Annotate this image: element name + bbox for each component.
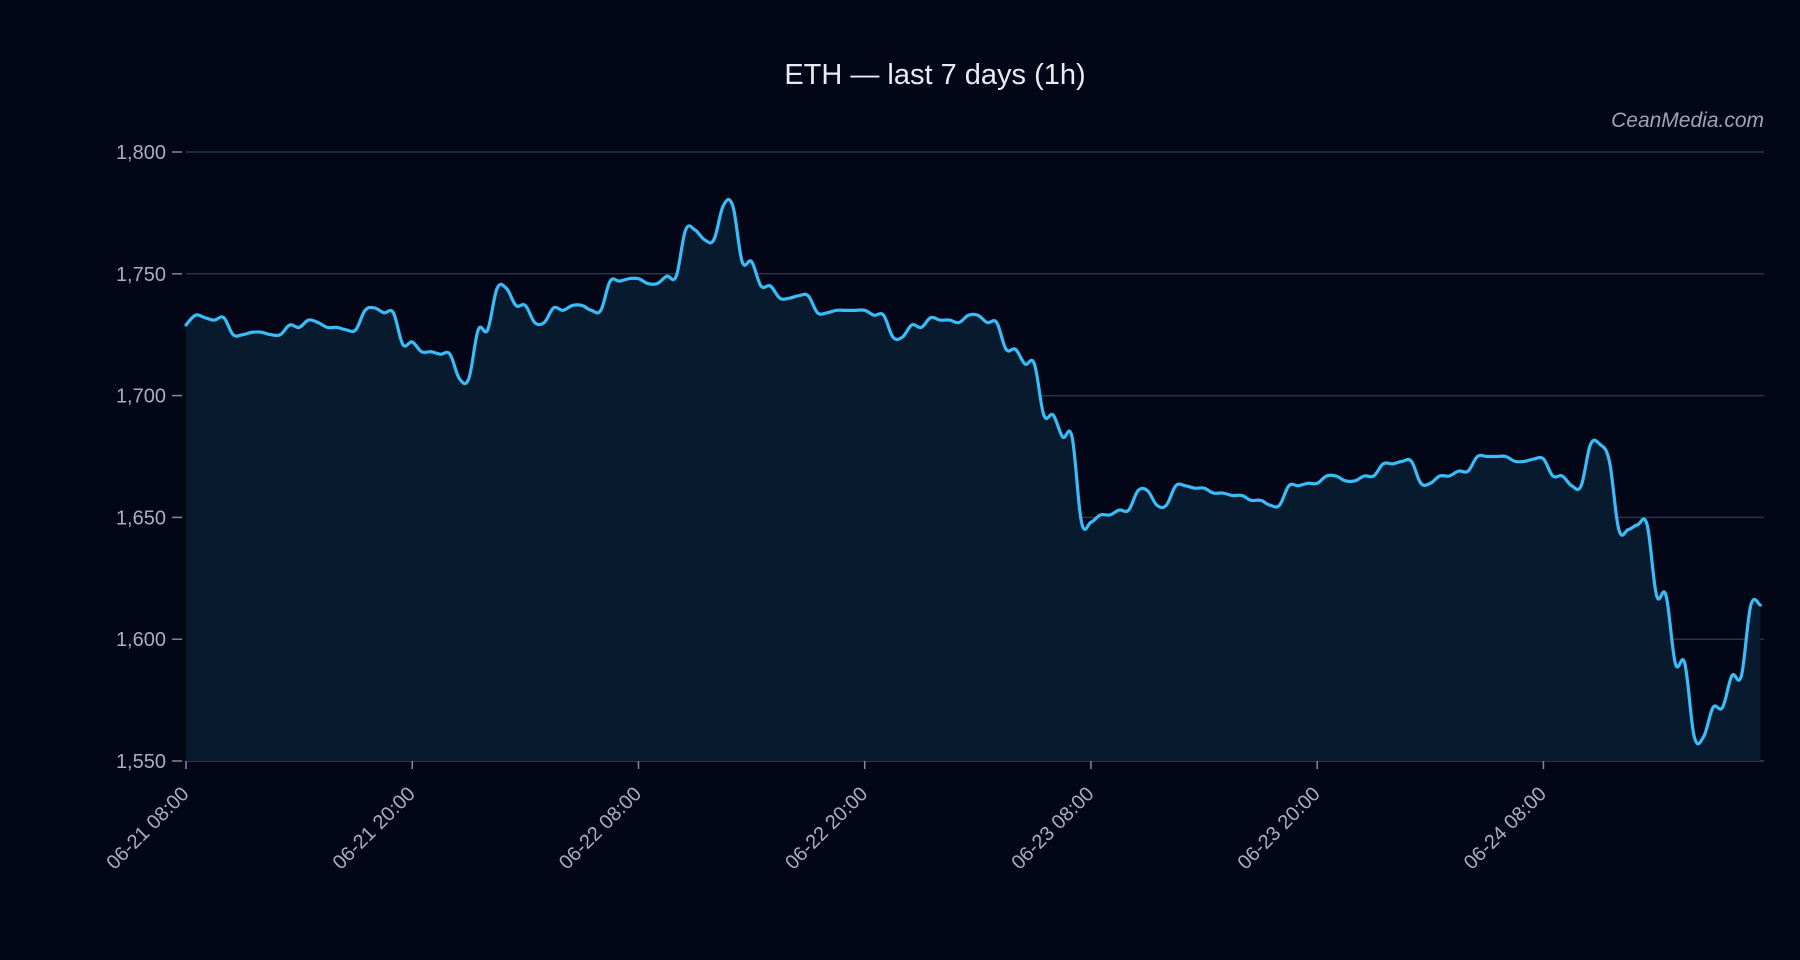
- xtick-label: 06-21 20:00: [329, 783, 420, 874]
- ytick-label: 1,750: [116, 264, 166, 286]
- line-layer: [184, 197, 1762, 746]
- series-line: [184, 197, 1762, 746]
- area-fill: [186, 199, 1761, 761]
- ytick-label: 1,700: [116, 386, 166, 408]
- ytick-label: 1,550: [116, 751, 166, 773]
- xtick-label: 06-24 08:00: [1460, 783, 1551, 874]
- y-axis: 1,550 1,600 1,650 1,700 1,750 1,800: [116, 142, 182, 773]
- x-axis: 06-21 08:00 06-21 20:00 06-22 08:00 06-22 2…: [102, 761, 1551, 874]
- watermark: CeanMedia.com: [1611, 109, 1764, 132]
- chart-title: ETH — last 7 days (1h): [784, 59, 1085, 91]
- xtick-label: 06-22 20:00: [781, 783, 872, 874]
- area-layer: [186, 199, 1761, 761]
- xtick-label: 06-23 20:00: [1234, 783, 1325, 874]
- ytick-label: 1,800: [116, 142, 166, 164]
- xtick-label: 06-23 08:00: [1007, 783, 1098, 874]
- ytick-label: 1,600: [116, 629, 166, 651]
- xtick-label: 06-21 08:00: [102, 783, 193, 874]
- xtick-label: 06-22 08:00: [555, 783, 646, 874]
- ytick-label: 1,650: [116, 507, 166, 529]
